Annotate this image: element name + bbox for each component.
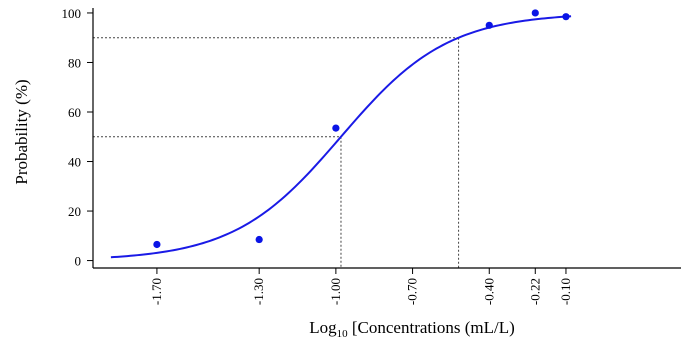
y-tick-label: 20 bbox=[68, 204, 81, 219]
reference-lines bbox=[93, 37, 460, 268]
data-point bbox=[255, 235, 263, 244]
x-tick-label: -0.70 bbox=[405, 278, 420, 305]
data-point bbox=[153, 240, 161, 249]
x-ticks: -1.70 -1.30 -1.00 -0.70 -0.40 -0.22 -0.10 bbox=[149, 268, 573, 305]
x-tick-label: -0.22 bbox=[527, 278, 542, 305]
y-axis-title: Probability (%) bbox=[12, 79, 31, 184]
x-tick-label: -1.30 bbox=[251, 278, 266, 305]
x-tick-label: -1.70 bbox=[149, 278, 164, 305]
y-tick-label: 100 bbox=[62, 6, 82, 21]
y-tick-label: 60 bbox=[68, 105, 81, 120]
data-points bbox=[153, 9, 570, 249]
y-ticks: 0 20 40 60 80 100 bbox=[62, 6, 93, 269]
data-point bbox=[332, 124, 340, 132]
x-tick-label: -0.10 bbox=[558, 278, 573, 305]
fitted-curve bbox=[110, 15, 572, 259]
axes bbox=[92, 8, 681, 269]
x-tick-label: -1.00 bbox=[328, 278, 343, 305]
y-tick-label: 40 bbox=[68, 155, 81, 170]
x-axis-title: Log10 [Concentrations (mL/L) bbox=[309, 318, 515, 340]
y-tick-label: 0 bbox=[75, 254, 82, 269]
x-tick-label: -0.40 bbox=[481, 278, 496, 305]
data-point bbox=[531, 9, 539, 17]
y-tick-label: 80 bbox=[68, 55, 81, 70]
data-point bbox=[562, 13, 570, 21]
data-point bbox=[485, 21, 493, 29]
